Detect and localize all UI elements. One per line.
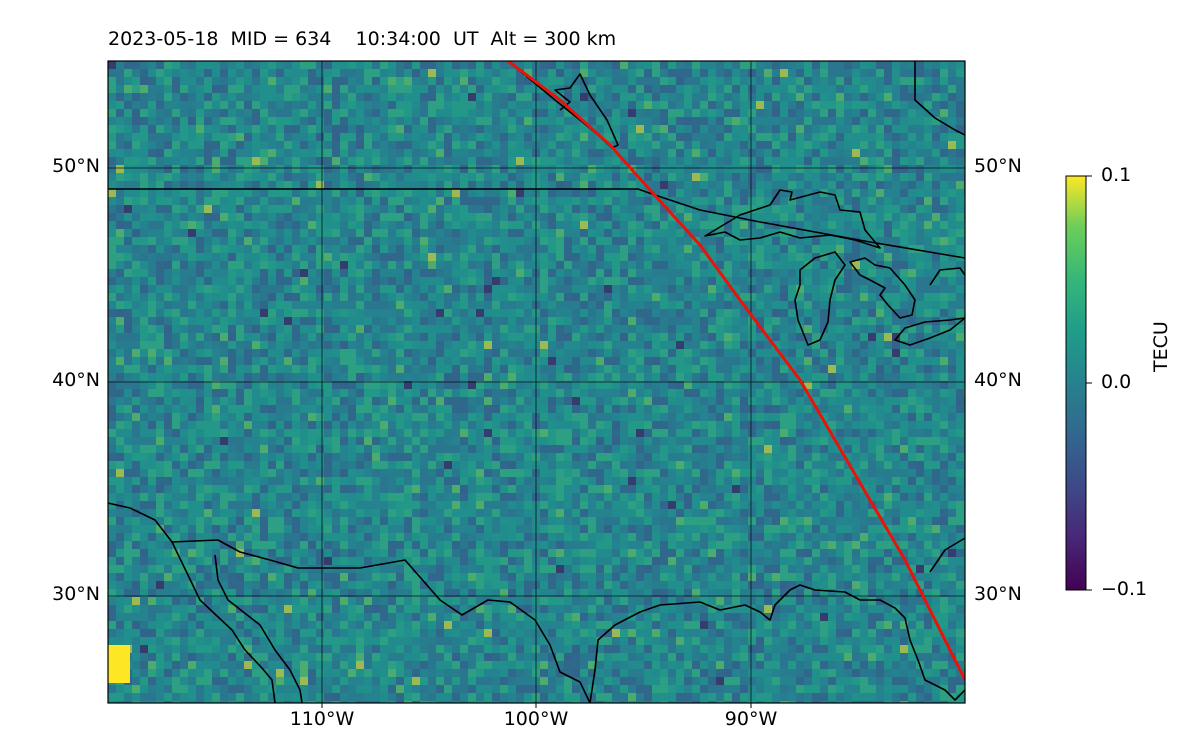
coastlines: [108, 61, 965, 703]
lat-label-40-right: 40°N: [974, 369, 1022, 391]
lon-label-110w: 110°W: [289, 708, 355, 730]
tec-field: [108, 61, 965, 703]
lon-label-90w: 90°W: [724, 708, 778, 730]
lat-label-30: 30°N: [52, 583, 100, 605]
terminator-line: [507, 61, 965, 681]
lon-label-100w: 100°W: [503, 708, 569, 730]
colorbar-tick-zero: 0.0: [1101, 371, 1132, 393]
lat-label-30-right: 30°N: [974, 583, 1022, 605]
colorbar-tick-max: 0.1: [1101, 164, 1132, 186]
lat-label-50: 50°N: [52, 155, 100, 177]
colorbar-tick-min: −0.1: [1101, 578, 1148, 600]
colorbar-label: TECU: [1150, 321, 1172, 372]
map-title: 2023-05-18 MID = 634 10:34:00 UT Alt = 3…: [108, 28, 617, 50]
gridlines: [108, 61, 965, 703]
lat-label-50-right: 50°N: [974, 155, 1022, 177]
colorbar: [1065, 175, 1087, 591]
lat-label-40: 40°N: [52, 369, 100, 391]
